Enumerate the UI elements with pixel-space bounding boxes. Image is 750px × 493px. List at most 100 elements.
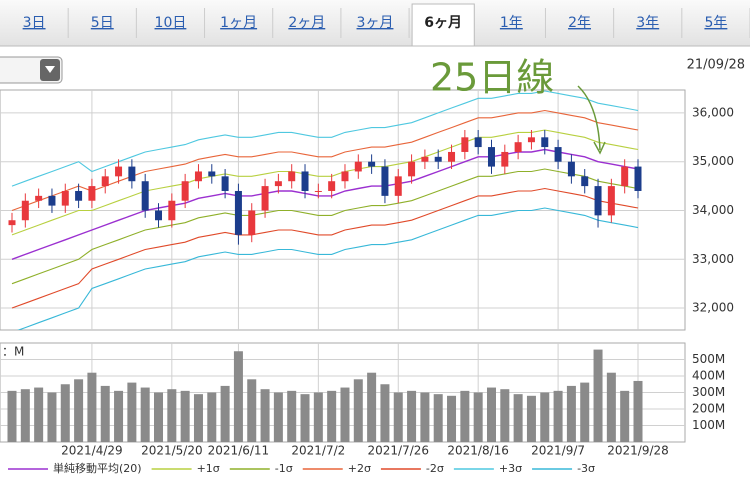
candle-body [288, 171, 296, 182]
date: 21/09/28 [687, 58, 745, 73]
candle-body [168, 200, 176, 221]
candle-body [448, 151, 456, 162]
tab[interactable]: 10日 [155, 15, 187, 31]
volume-bar [127, 382, 137, 442]
band-line [11, 168, 639, 285]
candle-body [141, 181, 149, 211]
candle-body [634, 166, 642, 191]
annotation-arrowhead [593, 141, 606, 155]
y-tick-label: 33,000 [692, 252, 734, 266]
volume-bar [34, 387, 44, 442]
volume-bar [433, 394, 443, 442]
volume-bar [7, 390, 17, 442]
band-line [17, 207, 639, 330]
volume-bar [620, 390, 630, 442]
tab[interactable]: 2ヶ月 [288, 15, 325, 31]
volume-bar [287, 390, 297, 442]
volume-bar [353, 379, 363, 442]
volume-bar [47, 392, 57, 442]
candle-body [434, 156, 442, 162]
tab[interactable]: 5年 [704, 15, 727, 31]
legend-label: 単純移動平均(20) [53, 461, 142, 475]
volume-tick-label: 400M [692, 369, 725, 383]
candle-body [75, 190, 83, 201]
volume-bar [540, 392, 550, 442]
volume-bar [60, 384, 70, 442]
tab[interactable]: 3日 [23, 15, 46, 31]
volume-bar [486, 387, 496, 442]
legend-label: +1σ [197, 462, 220, 475]
volume-unit: ：M [2, 345, 24, 359]
dropdown-arrow [45, 66, 55, 73]
candle-body [21, 200, 29, 221]
volume-bar [180, 390, 190, 442]
x-tick-label: 2021/7/2 [291, 444, 345, 458]
volume-bar [380, 384, 390, 442]
volume-bar [447, 395, 457, 442]
candle-body [181, 181, 189, 201]
candle-body [301, 171, 309, 191]
x-tick-label: 2021/7/26 [367, 444, 429, 458]
tab[interactable]: 6ヶ月 [424, 15, 462, 31]
volume-bar [327, 390, 337, 442]
candle-body [274, 181, 282, 187]
candle-body [394, 176, 402, 196]
band-line [11, 109, 639, 212]
volume-bar [420, 392, 430, 442]
candle-body [194, 171, 202, 182]
volume-bar [300, 394, 310, 442]
volume-bar [393, 392, 403, 442]
tab[interactable]: 1ヶ月 [220, 15, 257, 31]
volume-bar [313, 392, 323, 442]
x-tick-label: 2021/8/16 [447, 444, 509, 458]
volume-bar [233, 351, 243, 442]
volume-bar [220, 385, 230, 442]
volume-tick-label: 200M [692, 402, 725, 416]
x-tick-label: 2021/4/29 [61, 444, 123, 458]
x-tick-label: 2021/5/20 [141, 444, 203, 458]
band-line [11, 187, 639, 309]
volume-bar [154, 392, 164, 442]
volume-bar [500, 389, 510, 442]
legend-label: +3σ [499, 462, 522, 475]
volume-bar [273, 392, 283, 442]
candle-body [474, 137, 482, 148]
candle-body [8, 220, 16, 226]
candle-body [48, 195, 56, 206]
tab[interactable]: 3ヶ月 [357, 15, 394, 31]
candle-body [115, 166, 123, 177]
y-tick-label: 35,000 [692, 154, 734, 168]
volume-bar [606, 372, 616, 442]
candle-body [35, 195, 43, 201]
volume-bar [473, 392, 483, 442]
candle-body [554, 147, 562, 162]
candle-body [261, 186, 269, 211]
volume-bar [87, 372, 97, 442]
volume-bar [74, 379, 84, 442]
candle-body [221, 176, 229, 191]
volume-bar [593, 349, 603, 442]
tab[interactable]: 1年 [500, 15, 523, 31]
candle-body [461, 137, 469, 152]
volume-bar [247, 379, 257, 442]
legend-label: -3σ [577, 462, 595, 475]
volume-bar [513, 394, 523, 442]
band-line [11, 90, 639, 187]
candle-body [527, 137, 535, 143]
candle-body [581, 176, 589, 187]
volume-bar [340, 387, 350, 442]
candle-body [368, 161, 376, 167]
volume-bar [20, 389, 30, 442]
candle-body [541, 137, 549, 148]
legend-label: -1σ [275, 462, 293, 475]
candle-body [155, 210, 163, 221]
y-tick-label: 34,000 [692, 203, 734, 217]
tab[interactable]: 2年 [568, 15, 591, 31]
candle-body [501, 151, 509, 167]
tab[interactable]: 3年 [636, 15, 659, 31]
x-tick-label: 2021/9/28 [607, 444, 669, 458]
tab[interactable]: 5日 [91, 15, 114, 31]
volume-bar [460, 390, 470, 442]
candle-body [101, 176, 109, 187]
